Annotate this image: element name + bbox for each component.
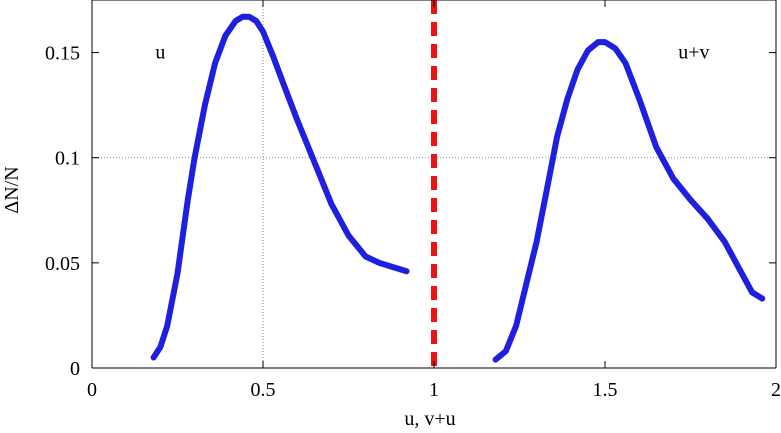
y-tick-label: 0 [70,358,80,380]
y-tick-label: 0.15 [45,43,80,65]
tick-layer: 0 0.5 1 1.5 2 0 0.05 0.1 0.15 [45,0,781,401]
series-line-u-plus-v [492,39,766,363]
annotation-label: u [155,42,165,64]
x-tick-label: 0 [87,379,97,401]
y-tick-label: 0.1 [55,148,80,170]
x-tick-label: 2 [771,379,781,401]
series-line-u [150,13,410,361]
x-axis-label: u, v+u [404,408,455,430]
annotation-layer: u u+v [155,42,709,64]
x-tick-label: 0.5 [251,379,276,401]
data-layer [150,13,766,363]
x-tick-label: 1.5 [593,379,618,401]
y-tick-label: 0.05 [45,253,80,275]
annotation-label: u+v [678,42,709,64]
y-axis-label: ΔN/N [1,166,23,213]
x-tick-label: 1 [429,379,439,401]
